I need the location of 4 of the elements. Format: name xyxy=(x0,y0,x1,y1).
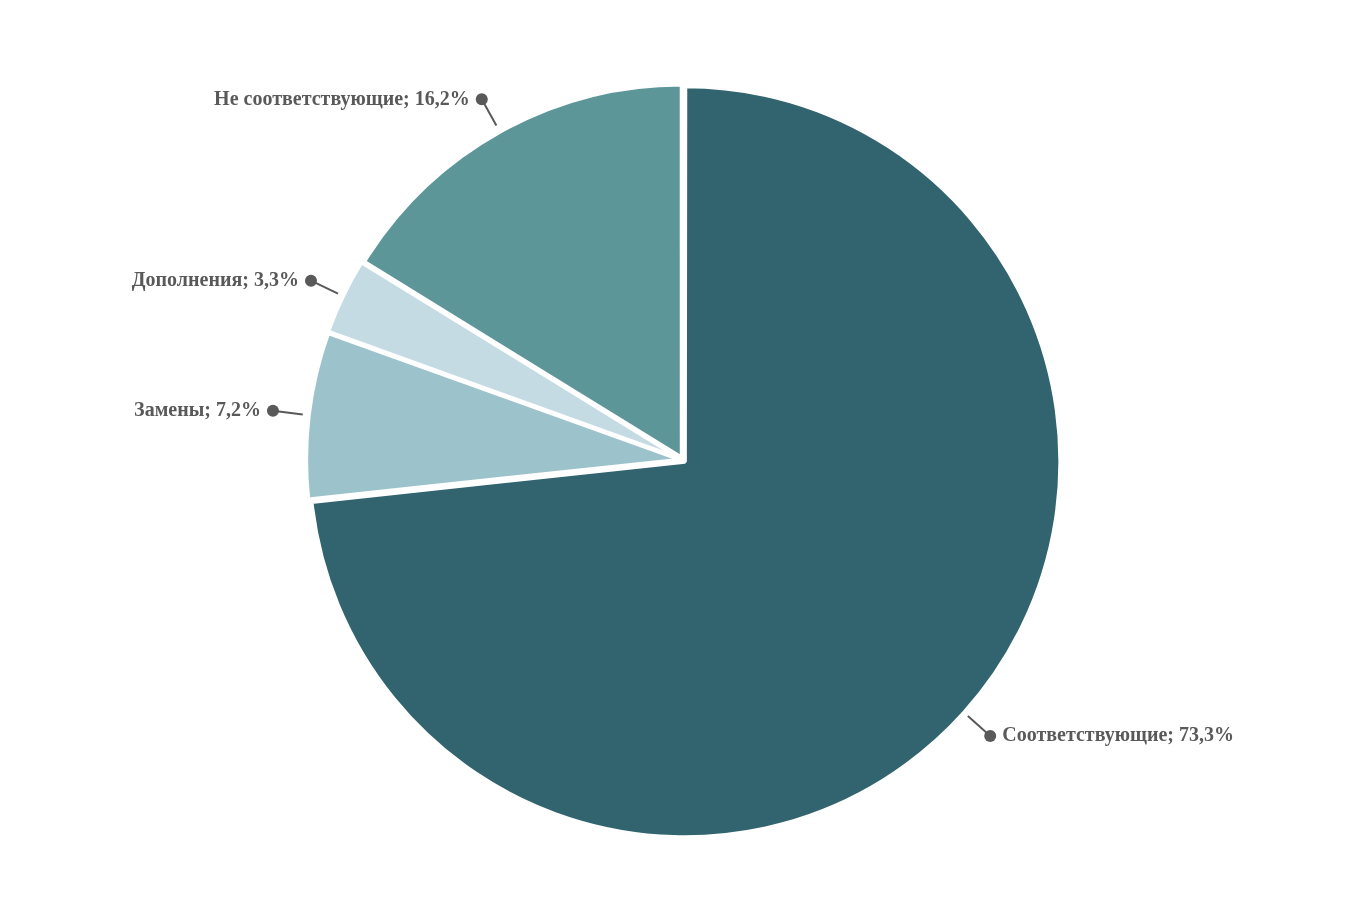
slice-label: Замены; 7,2% xyxy=(134,397,261,420)
slice-label: Соответствующие; 73,3% xyxy=(1002,723,1234,747)
slice-label: Не соответствующие; 16,2% xyxy=(214,86,470,110)
slice-label: Дополнения; 3,3% xyxy=(131,267,299,291)
